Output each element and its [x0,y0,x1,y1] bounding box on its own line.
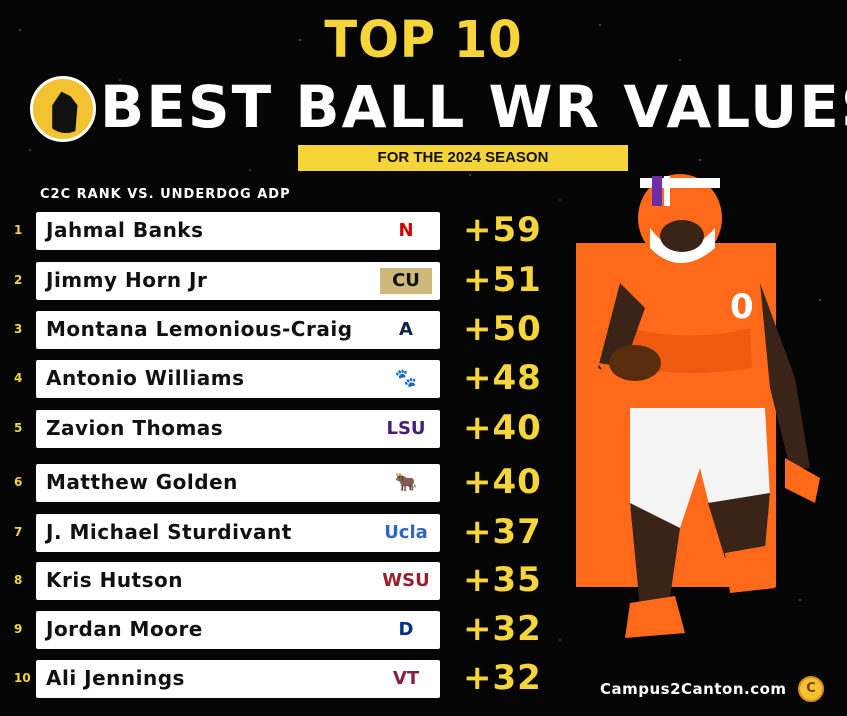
player-card: J. Michael Sturdivant Ucla [36,514,440,552]
adp-value: +51 [463,260,542,300]
season-banner: FOR THE 2024 SEASON [298,145,628,171]
list-item: 10 Ali Jennings VT +32 [0,658,542,698]
player-name: Jahmal Banks [46,218,204,242]
rank-number: 4 [14,371,23,385]
player-card: Kris Hutson WSU [36,562,440,600]
team-logo-icon: 🐂 [380,470,432,496]
rank-number: 6 [14,475,23,489]
player-name: Montana Lemonious-Craig [46,317,353,341]
player-card: Jimmy Horn Jr CU [36,262,440,300]
player-name: Kris Hutson [46,568,184,592]
rank-number: 9 [14,622,23,636]
rank-number: 1 [14,223,23,237]
player-card: Matthew Golden 🐂 [36,464,440,502]
team-logo-icon: WSU [380,568,432,594]
team-logo-icon: CU [380,268,432,294]
adp-value: +50 [463,309,542,349]
adp-value: +40 [463,462,542,502]
rank-number: 2 [14,273,23,287]
team-logo-icon: VT [380,666,432,692]
player-card: Antonio Williams 🐾 [36,360,440,398]
player-card: Montana Lemonious-Craig A [36,311,440,349]
rank-number: 3 [14,322,23,336]
team-logo-icon: N [380,218,432,244]
list-item: 6 Matthew Golden 🐂 +40 [0,462,542,502]
team-logo-icon: D [380,617,432,643]
adp-value: +48 [463,358,542,398]
campus2canton-logo [30,76,96,142]
adp-value: +32 [463,609,542,649]
adp-value: +59 [463,210,542,250]
rank-number: 10 [14,671,31,685]
player-card: Jordan Moore D [36,611,440,649]
rank-number: 5 [14,421,23,435]
list-item: 4 Antonio Williams 🐾 +48 [0,358,542,398]
player-name: Ali Jennings [46,666,185,690]
list-item: 8 Kris Hutson WSU +35 [0,560,542,600]
campus2canton-coin-icon: C [798,676,824,702]
list-item: 5 Zavion Thomas LSU +40 [0,408,542,448]
ranking-subheading: C2C RANK VS. UNDERDOG ADP [40,187,291,202]
adp-value: +35 [463,560,542,600]
player-name: Jordan Moore [46,617,203,641]
title-top-line: TOP 10 [324,10,523,70]
list-item: 9 Jordan Moore D +32 [0,609,542,649]
player-name: Antonio Williams [46,366,245,390]
rank-number: 7 [14,525,23,539]
dog-silhouette-icon [52,91,78,133]
player-card: Ali Jennings VT [36,660,440,698]
list-item: 3 Montana Lemonious-Craig A +50 [0,309,542,349]
player-name: Zavion Thomas [46,416,224,440]
player-card: Zavion Thomas LSU [36,410,440,448]
team-logo-icon: Ucla [380,520,432,546]
adp-value: +32 [463,658,542,698]
team-logo-icon: LSU [380,416,432,442]
list-item: 2 Jimmy Horn Jr CU +51 [0,260,542,300]
team-logo-icon: 🐾 [380,366,432,392]
list-item: 1 Jahmal Banks N +59 [0,210,542,250]
list-item: 7 J. Michael Sturdivant Ucla +37 [0,512,542,552]
player-name: Jimmy Horn Jr [46,268,208,292]
player-name: J. Michael Sturdivant [46,520,292,544]
rank-number: 8 [14,573,23,587]
team-logo-icon: A [380,317,432,343]
footer-site-label: Campus2Canton.com [600,680,787,698]
adp-value: +40 [463,408,542,448]
main-title: BEST BALL WR VALUES [100,73,847,141]
player-name: Matthew Golden [46,470,238,494]
player-card: Jahmal Banks N [36,212,440,250]
player-photo: 0 [598,174,820,638]
svg-text:0: 0 [730,287,754,327]
adp-value: +37 [463,512,542,552]
